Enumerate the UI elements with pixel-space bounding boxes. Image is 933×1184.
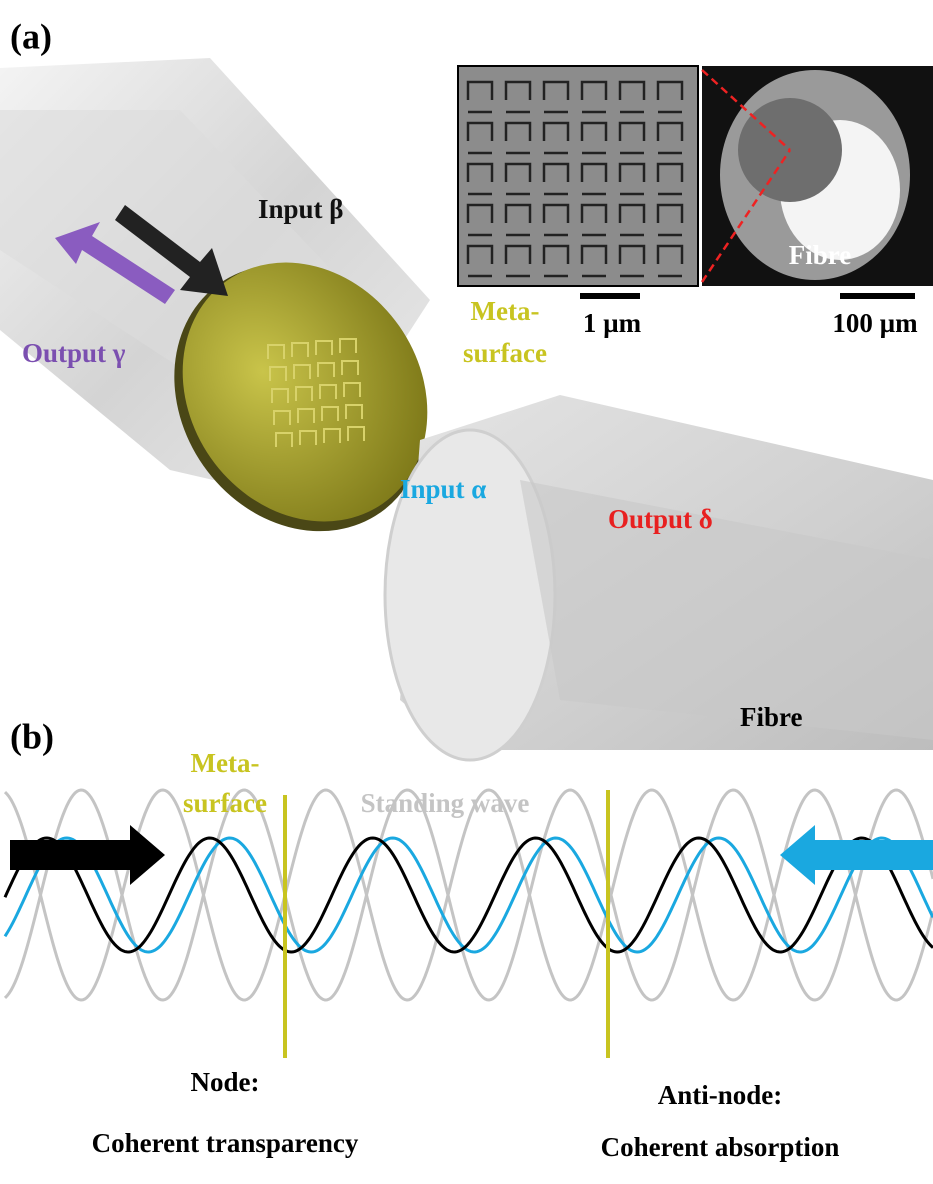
label: Fibre [789, 240, 852, 270]
label: Meta- [191, 748, 260, 778]
label: Coherent transparency [92, 1128, 359, 1158]
waves [5, 790, 933, 1000]
label: Meta- [471, 296, 540, 326]
label: Node: [191, 1067, 260, 1097]
label: Output δ [608, 504, 713, 534]
label: Input α [400, 474, 486, 504]
label: surface [463, 338, 547, 368]
label: Fibre [740, 702, 803, 732]
label: surface [183, 788, 267, 818]
right-fibre [385, 395, 933, 760]
panel-label: (a) [10, 16, 52, 56]
label: Input β [258, 194, 344, 224]
scale-label: 1 µm [583, 308, 642, 338]
sem-images [458, 66, 933, 296]
arrow [780, 825, 933, 885]
label: Output γ [22, 338, 126, 368]
figure: (a) Input β Output γ Meta- surface 1 µm … [0, 0, 933, 1184]
panel-label: (b) [10, 716, 54, 756]
scale-label: 100 µm [832, 308, 918, 338]
label: Anti-node: [658, 1080, 783, 1110]
label: Standing wave [361, 788, 530, 818]
label: Coherent absorption [601, 1132, 840, 1162]
